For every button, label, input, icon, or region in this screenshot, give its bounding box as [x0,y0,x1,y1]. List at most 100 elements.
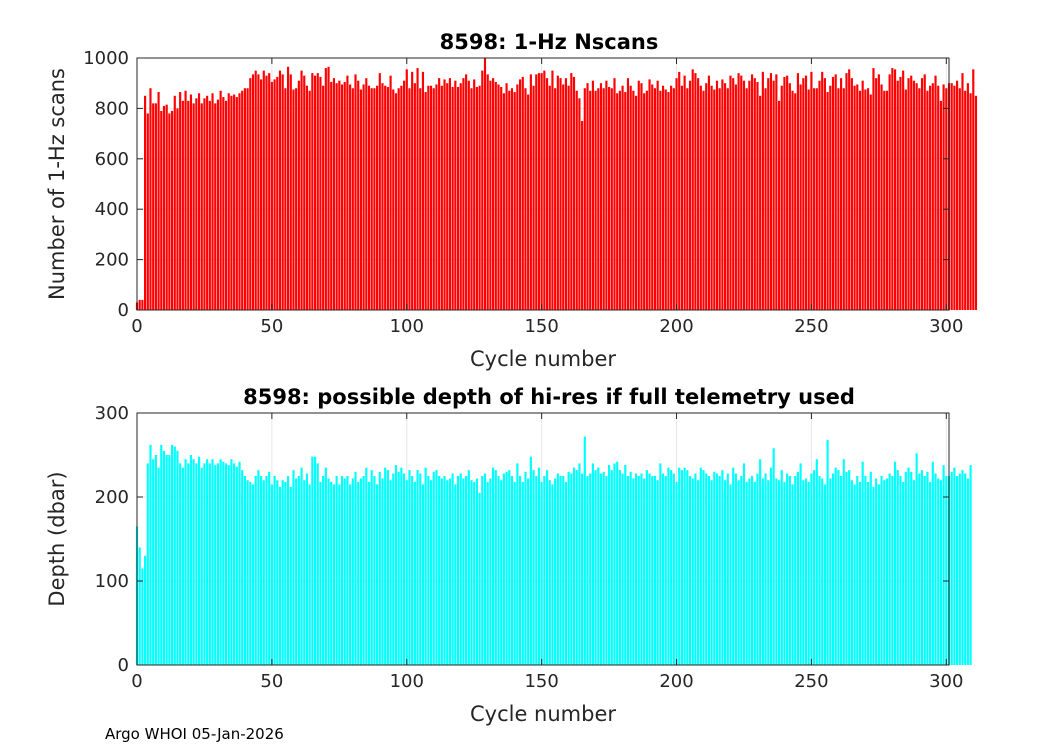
chart-2-bar [956,476,959,665]
chart-2-bar [400,467,403,665]
chart-2-bar [535,476,538,665]
chart-1-title: 8598: 1-Hz Nscans [440,30,659,54]
chart-2-bar [537,467,541,665]
chart-1-bar [489,80,492,311]
chart-1-bar [170,110,174,310]
chart-2-bar [432,471,435,665]
chart-2-bar [562,476,565,665]
chart-2-bar [939,480,942,665]
chart-2-bar [707,476,710,665]
chart-1-bar [597,88,600,311]
chart-1-bar [537,73,541,311]
chart-1-bar [599,83,603,310]
chart-2-bar [227,465,230,665]
chart-1-bar [211,93,214,310]
chart-1-bar [313,75,317,310]
chart-2-bar [462,478,465,665]
chart-2-bar [351,478,354,665]
chart-1-bar [359,89,362,310]
chart-2-bar [748,478,751,665]
chart-1-bar [249,78,252,310]
chart-2-bar [564,481,568,665]
chart-1-bar [702,90,705,310]
chart-1-bar [446,83,449,310]
chart-1-bar [856,84,859,311]
chart-1-bar [195,98,198,310]
chart-2-bar [613,463,616,665]
chart-1-bar [858,90,862,310]
chart-1-bar [295,88,298,311]
chart-2-bar [883,480,886,665]
chart-1-bar [861,80,864,311]
chart-2-bar [251,484,255,665]
chart-1-bar [184,90,187,310]
chart-1-bar [203,98,206,310]
chart-2-y-tick-label: 0 [118,655,129,676]
chart-1-bar [502,93,505,310]
chart-1-bar [764,88,767,311]
chart-1-bar [233,94,236,310]
chart-1-bar [402,80,406,311]
chart-2-x-tick-label: 150 [524,671,558,692]
chart-1-bar [513,92,516,311]
chart-1-bar [492,78,495,310]
chart-1-bar [451,86,454,310]
chart-1-bar [821,71,824,310]
chart-1-bar [651,84,654,311]
chart-2-bar [268,471,271,665]
chart-2-bar [343,478,346,665]
chart-2-bar [448,478,452,665]
chart-1-bar [721,79,724,310]
chart-1-bar [381,83,384,310]
chart-1-bar [834,74,837,310]
chart-1-bar [505,83,508,310]
chart-2-bar [513,481,516,665]
chart-1-bar [745,88,748,311]
chart-2-bar [349,484,352,665]
chart-1-bar [664,89,667,310]
chart-1-bar [545,78,549,310]
chart-2-bar [742,463,746,665]
chart-2-x-tick-label: 200 [659,671,693,692]
chart-2-bar [192,459,195,665]
chart-1-bar [548,85,551,310]
chart-1-bar [554,88,557,311]
chart-1-bar [942,84,945,311]
chart-2-bar [856,476,859,665]
chart-1-bar [602,88,605,311]
chart-2-bar [249,481,252,665]
chart-1-bar [732,78,735,310]
chart-2-bar [848,470,851,665]
chart-2-bar [842,459,845,665]
chart-1-bar [640,83,643,310]
chart-1-bar [432,88,435,311]
chart-2-bar [721,470,724,665]
chart-1-bar [265,75,268,310]
chart-2-bar [686,470,689,665]
chart-1-bar [357,80,360,311]
chart-1-bar [885,90,889,310]
chart-2-bar [157,467,160,665]
chart-1-bar [335,83,338,310]
chart-2-bar [821,478,824,665]
chart-2-bar [465,476,468,665]
chart-2-bar [322,476,325,665]
chart-2-bar [583,436,586,665]
chart-2-bar [543,476,546,665]
chart-1-bar [257,74,260,310]
chart-2-x-tick-label: 100 [390,671,424,692]
chart-2-bar [189,455,193,665]
chart-1-bar [562,84,565,311]
chart-1-bar [518,79,522,310]
chart-2-bar [807,481,810,665]
chart-1-bar [777,100,781,310]
chart-2-bar [481,476,484,665]
chart-1-bar [618,90,621,310]
chart-2-bar [618,470,621,665]
chart-1-bar [891,68,894,310]
chart-2-bar [864,476,867,665]
chart-2-bar [656,480,659,665]
chart-1-bar [230,95,233,310]
chart-1-bar [532,85,535,310]
chart-2-bar [381,478,384,665]
